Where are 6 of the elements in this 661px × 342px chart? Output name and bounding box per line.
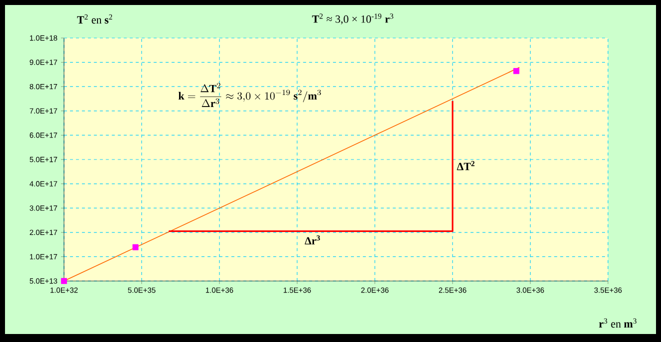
annotation: ΔT$^{2}$ xyxy=(456,161,474,170)
annotation: $\mathbf{k}=\frac{\Delta \mathbf{T}^{2}}{\Delta \mathbf{r}^{3}}\approx 3{,}0\times 10^{-19}\ \mathbf{s}^{2}/\mathbf{m}^{3}$ xyxy=(178,82,321,107)
chart-title: T$^{2}$ ≈ 3,0 × 10$^{-19}$ r$^{3}$ xyxy=(312,14,394,24)
y-axis-title: T$^{2}$ en s$^{2}$ xyxy=(77,14,112,24)
x-axis-title: r$^{3}$ en m$^{3}$ xyxy=(599,318,636,328)
annotation: Δr$^{3}$ xyxy=(304,235,320,244)
